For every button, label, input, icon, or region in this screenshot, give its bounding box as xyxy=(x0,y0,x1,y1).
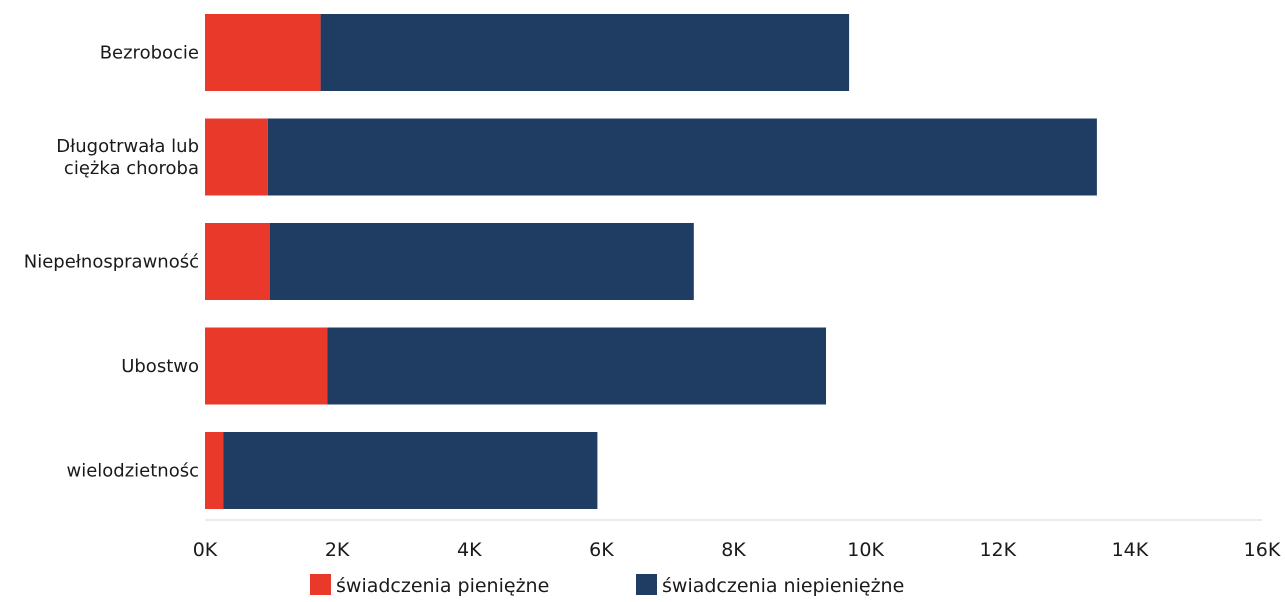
category-label: Niepełnosprawność xyxy=(24,252,199,273)
legend: świadczenia pieniężne świadczenia niepien… xyxy=(310,574,904,597)
bar-segment-noncash-2 xyxy=(269,223,694,300)
category-label: Ubostwo xyxy=(121,356,199,377)
bar-segment-cash-2 xyxy=(205,223,270,300)
bar-segment-noncash-1 xyxy=(267,118,1097,196)
legend-swatch xyxy=(310,574,331,595)
bar-segment-noncash-4 xyxy=(223,432,598,509)
legend-label: świadczenia pieniężne xyxy=(336,575,549,597)
x-tick-label: 6K xyxy=(589,539,614,561)
x-tick-label: 16K xyxy=(1244,539,1281,561)
category-label: Długotrwała lub xyxy=(56,136,199,157)
category-label: Bezrobocie xyxy=(100,43,199,64)
category-label: wielodzietnośc xyxy=(66,461,199,482)
x-tick-label: 8K xyxy=(721,539,746,561)
x-tick-label: 0K xyxy=(193,539,218,561)
legend-item-cash: świadczenia pieniężne xyxy=(310,574,549,597)
category-label: ciężka choroba xyxy=(64,158,199,179)
bar-segment-noncash-0 xyxy=(320,14,850,91)
x-tick-label: 4K xyxy=(457,539,482,561)
x-tick-label: 12K xyxy=(979,539,1016,561)
x-tick-label: 10K xyxy=(847,539,884,561)
bar-segment-noncash-3 xyxy=(327,327,826,405)
x-tick-label: 14K xyxy=(1112,539,1149,561)
bar-segment-cash-1 xyxy=(205,118,268,196)
bars-layer xyxy=(205,14,1097,509)
bar-segment-cash-3 xyxy=(205,327,328,405)
x-axis-tick-labels: 0K 2K 4K 6K 8K 10K 12K 14K 16K xyxy=(193,539,1281,561)
legend-swatch xyxy=(636,574,657,595)
bar-segment-cash-0 xyxy=(205,14,321,91)
bar-segment-cash-4 xyxy=(205,432,224,509)
x-tick-label: 2K xyxy=(325,539,350,561)
legend-item-noncash: świadczenia niepieniężne xyxy=(636,574,904,597)
legend-label: świadczenia niepieniężne xyxy=(662,575,904,597)
